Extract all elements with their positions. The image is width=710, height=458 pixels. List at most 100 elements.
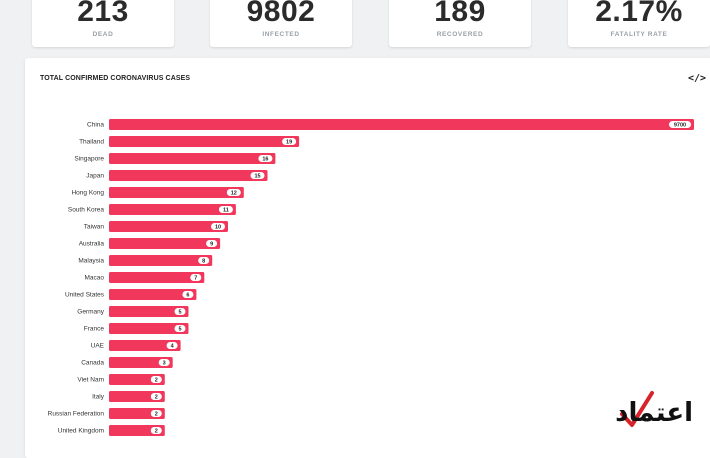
bar[interactable] — [109, 119, 694, 130]
bar[interactable] — [109, 204, 236, 215]
bar-row-china[interactable]: China 9700 — [87, 119, 694, 130]
category-label: Italy — [92, 394, 105, 401]
category-label: United Kingdom — [58, 428, 104, 435]
value-badge — [150, 376, 162, 383]
bar-row-macao[interactable]: Macao 7 — [84, 272, 205, 283]
category-label: Russian Federation — [48, 411, 105, 418]
value-badge — [282, 138, 297, 145]
value-badge — [226, 189, 241, 196]
bar[interactable] — [109, 221, 228, 232]
stat-card-fatality-rate: 2.17% FATALITY RATE — [568, 0, 710, 47]
value-badge — [150, 410, 162, 417]
bar[interactable] — [109, 255, 213, 266]
bar[interactable] — [109, 136, 300, 147]
category-label: Macao — [84, 275, 104, 282]
category-label: United States — [65, 292, 105, 299]
stat-value-recovered: 189 — [434, 0, 486, 28]
category-label: Japan — [86, 173, 104, 180]
embed-code-icon[interactable]: </> — [688, 73, 707, 84]
bar[interactable] — [109, 153, 276, 164]
category-label: Viet Nam — [77, 377, 104, 384]
value-badge — [166, 342, 178, 349]
value-badge — [211, 223, 225, 230]
category-label: China — [87, 122, 104, 129]
value-label: 2 — [155, 429, 158, 435]
bar-row-canada[interactable]: Canada 3 — [81, 357, 173, 368]
bar[interactable] — [109, 391, 165, 402]
value-label: 9 — [210, 242, 213, 248]
stats-row: 213 DEAD 9802 INFECTED 189 RECOVERED 2.1… — [0, 0, 710, 50]
stat-card-infected: 9802 INFECTED — [210, 0, 352, 47]
value-label: 10 — [215, 225, 221, 231]
value-badge — [198, 257, 210, 264]
bar[interactable] — [109, 306, 189, 317]
bar[interactable] — [109, 374, 165, 385]
bar[interactable] — [109, 340, 181, 351]
chart-panel: TOTAL CONFIRMED CORONAVIRUS CASES </> Ch… — [25, 58, 710, 458]
value-label: 19 — [286, 140, 292, 146]
category-label: South Korea — [68, 207, 105, 214]
checkmark-icon — [620, 391, 654, 427]
bar-row-russian-federation[interactable]: Russian Federation 2 — [48, 408, 165, 419]
category-label: Germany — [77, 309, 104, 316]
stat-value-infected: 9802 — [246, 0, 316, 28]
category-label: Malaysia — [78, 258, 104, 265]
bar-row-united-kingdom[interactable]: United Kingdom 2 — [58, 425, 165, 436]
bar-row-viet-nam[interactable]: Viet Nam 2 — [77, 374, 165, 385]
bar-row-japan[interactable]: Japan 15 — [86, 170, 268, 181]
bar-row-france[interactable]: France 5 — [84, 323, 189, 334]
bar-row-thailand[interactable]: Thailand 19 — [79, 136, 300, 147]
bar-row-hong-kong[interactable]: Hong Kong 12 — [71, 187, 244, 198]
value-badge — [669, 121, 691, 128]
bar[interactable] — [109, 425, 165, 436]
bar[interactable] — [109, 170, 268, 181]
category-label: UAE — [91, 343, 105, 350]
watermark-text: اعتماد — [615, 398, 693, 428]
category-label: France — [84, 326, 105, 333]
bar[interactable] — [109, 187, 244, 198]
bar[interactable] — [109, 323, 189, 334]
value-badge — [206, 240, 218, 247]
bar-row-germany[interactable]: Germany 5 — [77, 306, 189, 317]
category-label: Canada — [81, 360, 104, 367]
value-label: 7 — [194, 276, 197, 282]
stat-label-fatality-rate: FATALITY RATE — [610, 31, 668, 38]
bar[interactable] — [109, 272, 205, 283]
value-badge — [174, 308, 186, 315]
category-label: Thailand — [79, 139, 104, 146]
bar[interactable] — [109, 289, 197, 300]
bar[interactable] — [109, 357, 173, 368]
stat-label-infected: INFECTED — [262, 31, 300, 38]
value-badge — [150, 427, 162, 434]
value-label: 11 — [223, 208, 229, 214]
stat-label-dead: DEAD — [92, 31, 114, 38]
value-badge — [174, 325, 186, 332]
value-label: 5 — [178, 327, 181, 333]
value-badge — [158, 359, 170, 366]
value-label: 2 — [155, 412, 158, 418]
bar-row-united-states[interactable]: United States 6 — [65, 289, 197, 300]
value-badge — [258, 155, 273, 162]
bar-row-taiwan[interactable]: Taiwan 10 — [84, 221, 228, 232]
bar-row-uae[interactable]: UAE 4 — [91, 340, 181, 351]
value-label: 6 — [186, 293, 189, 299]
value-label: 16 — [262, 157, 268, 163]
bar-row-south-korea[interactable]: South Korea 11 — [68, 204, 236, 215]
stat-card-recovered: 189 RECOVERED — [389, 0, 531, 47]
value-badge — [182, 291, 194, 298]
value-label: 12 — [231, 191, 237, 197]
bar-row-australia[interactable]: Australia 9 — [79, 238, 221, 249]
value-label: 4 — [171, 344, 175, 350]
bar-chart: China 9700 Thailand 19 Singapore 16 Japan 15 Hon… — [48, 119, 694, 436]
value-badge — [250, 172, 265, 179]
bar[interactable] — [109, 408, 165, 419]
bar-row-malaysia[interactable]: Malaysia 8 — [78, 255, 213, 266]
value-label: 5 — [178, 310, 181, 316]
category-label: Australia — [79, 241, 105, 248]
category-label: Hong Kong — [71, 190, 104, 197]
value-badge — [150, 393, 162, 400]
bar-row-singapore[interactable]: Singapore 16 — [74, 153, 276, 164]
bar-row-italy[interactable]: Italy 2 — [92, 391, 165, 402]
value-label: 2 — [155, 395, 158, 401]
bar[interactable] — [109, 238, 221, 249]
